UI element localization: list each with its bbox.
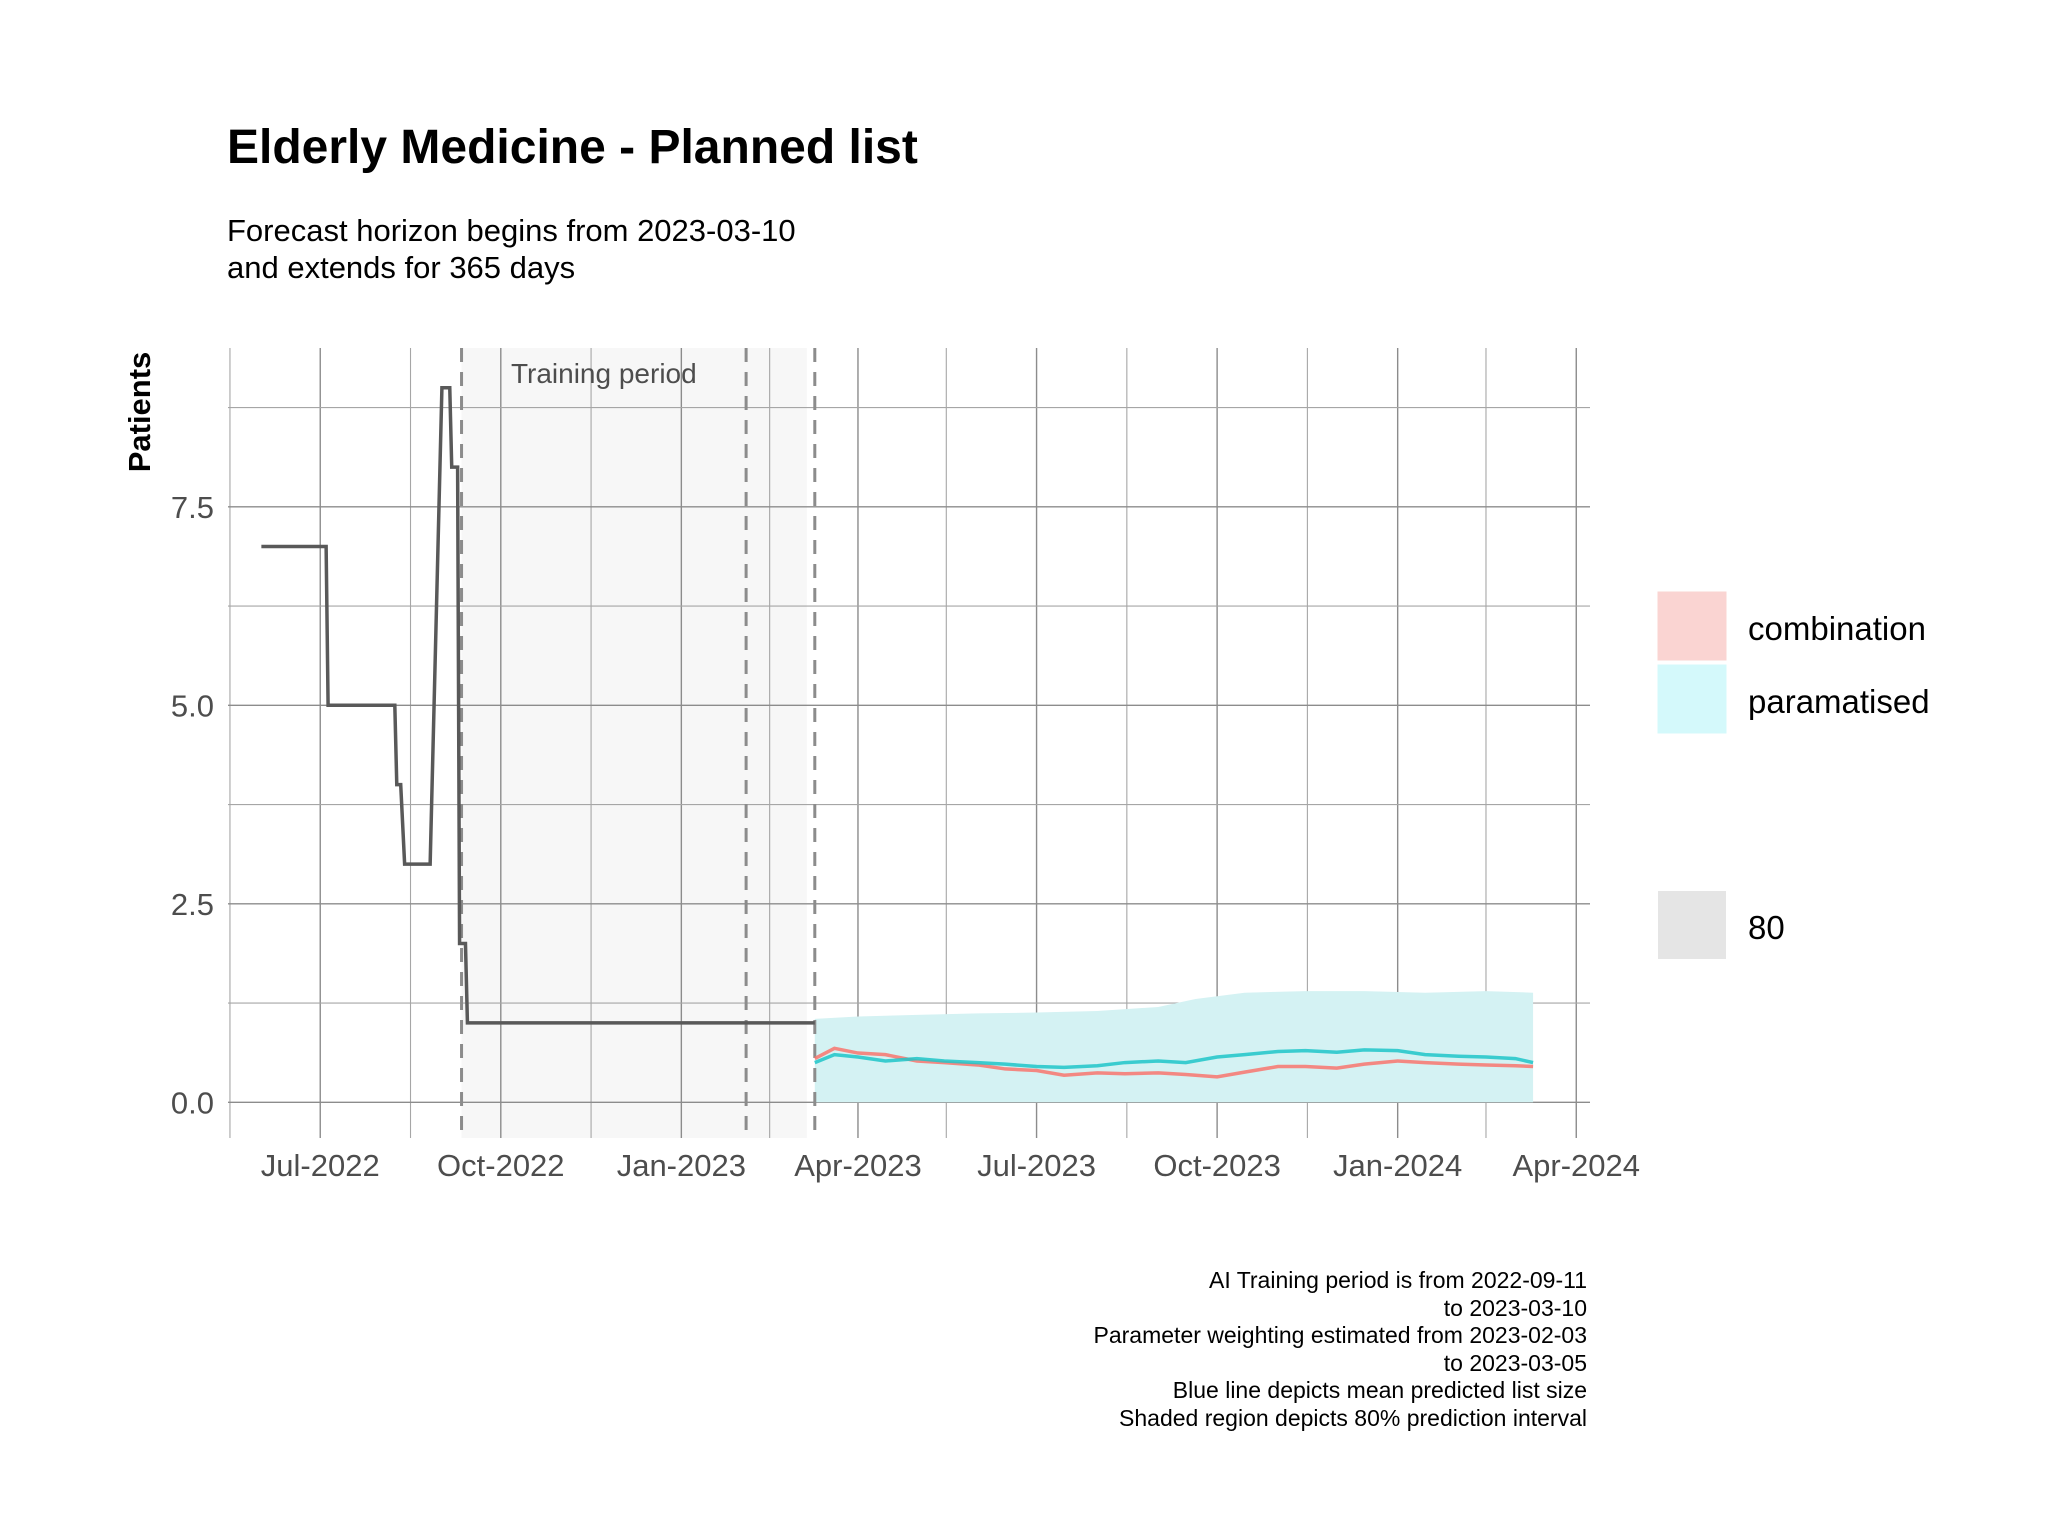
legend-swatch-interval (1658, 891, 1726, 959)
caption-line-2: to 2023-03-10 (1444, 1295, 1587, 1321)
caption: AI Training period is from 2022-09-11 to… (1094, 1267, 1587, 1431)
y-tick-label: 2.5 (171, 887, 214, 922)
prediction-interval (814, 991, 1534, 1103)
series-line-combination (813, 1046, 1534, 1079)
legend-swatch-combination (1657, 591, 1727, 661)
x-axis-ticks: Jul-2022 Oct-2022 Jan-2023 Apr-2023 Jul-2023… (261, 1148, 1640, 1183)
chart-title: Elderly Medicine - Planned list (227, 121, 918, 174)
x-tick-label: Jan-2024 (1333, 1148, 1462, 1183)
y-tick-label: 0.0 (171, 1085, 214, 1120)
x-tick-label: Oct-2022 (437, 1148, 565, 1183)
legend-label-combination: combination (1748, 610, 1926, 647)
series-line-paramatised (814, 1048, 1534, 1070)
training-period-label: Training period (511, 358, 697, 389)
data-lines (261, 385, 1534, 1079)
caption-line-3: Parameter weighting estimated from 2023-… (1094, 1322, 1587, 1348)
training-period-band (461, 348, 807, 1138)
dashed-reference-lines (460, 348, 817, 1138)
chart-subtitle-line-2: and extends for 365 days (227, 250, 575, 285)
x-tick-label: Jan-2023 (617, 1148, 746, 1183)
legend-swatch-paramatised (1657, 664, 1727, 734)
x-tick-label: Oct-2023 (1153, 1148, 1281, 1183)
x-tick-label: Apr-2024 (1512, 1148, 1640, 1183)
y-tick-label: 5.0 (171, 688, 214, 723)
training-band-rect (461, 348, 807, 1138)
x-tick-label: Jul-2022 (261, 1148, 380, 1183)
interval-area (814, 991, 1534, 1103)
caption-line-5: Blue line depicts mean predicted list si… (1173, 1377, 1587, 1403)
x-tick-label: Jul-2023 (977, 1148, 1096, 1183)
y-tick-label: 7.5 (171, 490, 214, 525)
legend: combination paramatised 80 (1657, 591, 1930, 959)
y-axis-ticks: 0.0 2.5 5.0 7.5 (171, 490, 214, 1120)
caption-line-4: to 2023-03-05 (1444, 1350, 1587, 1376)
chart-subtitle-line-1: Forecast horizon begins from 2023-03-10 (227, 213, 796, 248)
legend-label-interval: 80 (1748, 909, 1785, 946)
x-tick-label: Apr-2023 (794, 1148, 922, 1183)
caption-line-1: AI Training period is from 2022-09-11 (1209, 1267, 1587, 1293)
caption-line-6: Shaded region depicts 80% prediction int… (1119, 1405, 1587, 1431)
y-axis-label: Patients (122, 352, 157, 473)
observed-line (261, 385, 815, 1025)
legend-label-paramatised: paramatised (1748, 683, 1930, 720)
